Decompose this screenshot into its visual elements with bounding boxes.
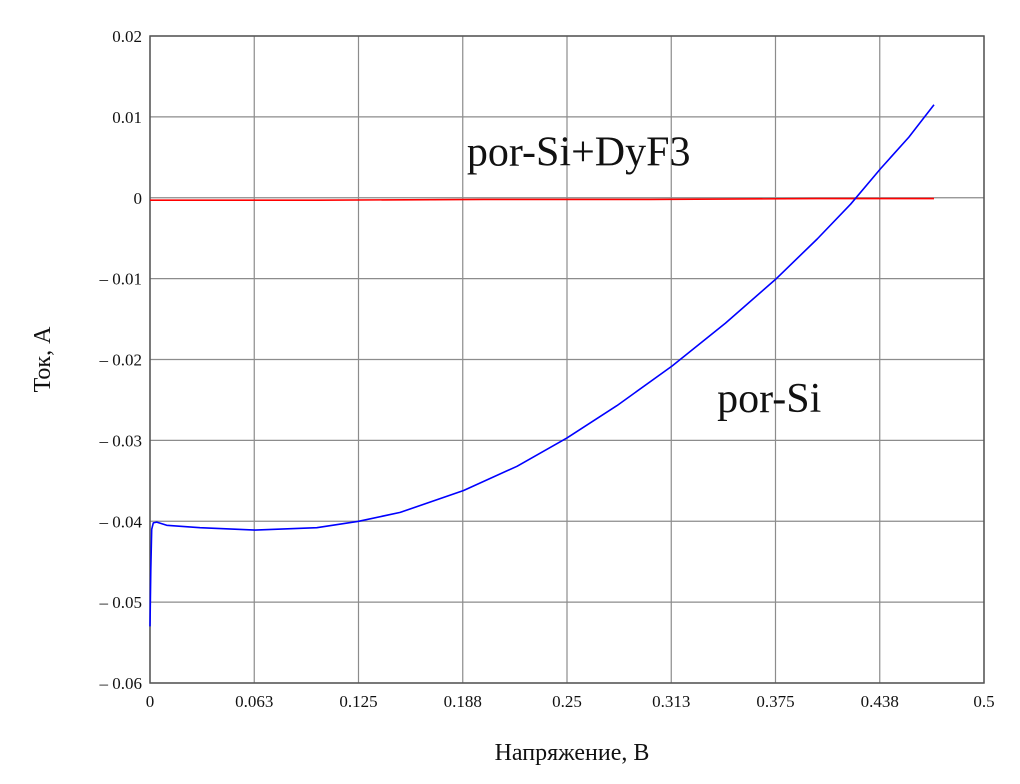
- y-tick-label: 0: [134, 189, 143, 208]
- y-axis-label: Ток, А: [30, 326, 56, 393]
- y-tick-label: – 0.01: [99, 270, 143, 289]
- x-tick-label: 0.313: [652, 692, 690, 711]
- y-tick-label: – 0.06: [99, 674, 143, 693]
- annotation-label: por-Si+DyF3: [467, 129, 691, 175]
- annotations: por-Si+DyF3 por-Si: [467, 129, 821, 422]
- x-tick-label: 0.5: [973, 692, 994, 711]
- x-tick-label: 0.375: [756, 692, 794, 711]
- x-axis-label: Напряжение, В: [495, 740, 650, 766]
- plot-frame: [149, 35, 985, 684]
- x-tick-label: 0: [146, 692, 155, 711]
- y-tick-label: – 0.04: [99, 512, 143, 531]
- x-tick-label: 0.25: [552, 692, 582, 711]
- annotation-label: por-Si: [717, 376, 821, 422]
- x-tick-label: 0.125: [339, 692, 377, 711]
- y-tick-label: – 0.05: [99, 593, 143, 612]
- y-tick-label: 0.01: [112, 108, 142, 127]
- axes: [149, 35, 985, 684]
- x-tick-label: 0.188: [444, 692, 482, 711]
- series-line-por-si-dyf3: [150, 197, 934, 201]
- x-tick-label: 0.438: [861, 692, 899, 711]
- series-line-por-si: [149, 104, 935, 627]
- y-tick-label: – 0.03: [99, 431, 143, 450]
- y-tick-label: 0.02: [112, 27, 142, 46]
- x-tick-label: 0.063: [235, 692, 273, 711]
- y-tick-label: – 0.02: [99, 351, 143, 370]
- series-group: [149, 104, 935, 627]
- tick-labels: 0 0.063 0.125 0.188 0.25 0.313 0.375 0.438 0.5 0.…: [99, 27, 995, 711]
